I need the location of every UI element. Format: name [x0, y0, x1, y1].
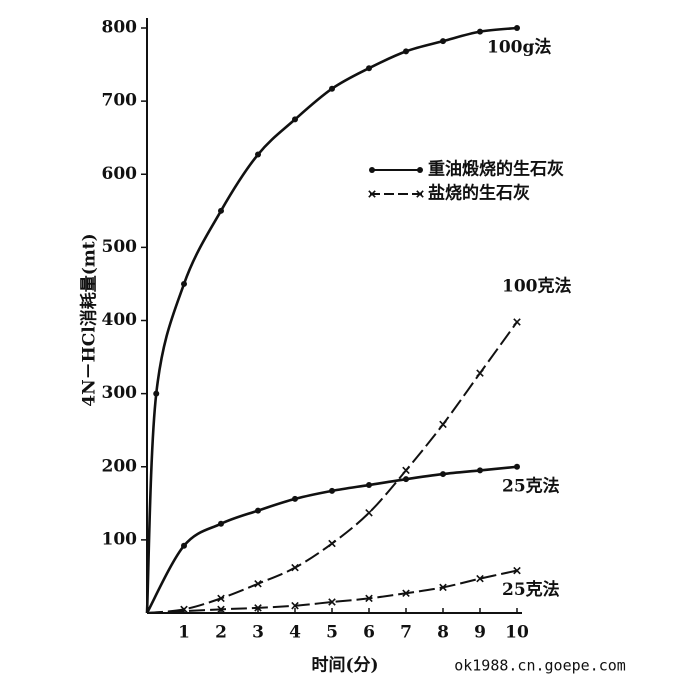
data-point [218, 207, 224, 214]
legend-marker [368, 190, 376, 198]
legend-label: 重油煅烧的生石灰 [428, 159, 564, 180]
x-tick-label: 6 [363, 623, 375, 643]
data-point [440, 38, 446, 45]
legend-marker [369, 167, 375, 173]
data-point [514, 463, 520, 470]
data-point [365, 594, 373, 603]
data-point [513, 566, 521, 575]
series-line [146, 569, 518, 614]
y-tick-label: 100 [102, 529, 138, 549]
data-point [402, 589, 410, 598]
data-point [403, 476, 409, 483]
data-point [329, 487, 335, 494]
data-point [255, 507, 261, 514]
y-tick-label: 800 [102, 18, 138, 38]
data-point [440, 471, 446, 478]
data-point [402, 466, 410, 475]
x-tick-label: 3 [252, 623, 264, 643]
data-point [181, 280, 187, 287]
data-point [476, 574, 484, 583]
data-point [513, 318, 521, 326]
legend-marker [416, 190, 424, 198]
x-tick-label: 8 [437, 623, 449, 643]
data-point [476, 369, 484, 377]
data-point [217, 605, 225, 614]
series-label: 100克法 [502, 275, 572, 296]
data-point [329, 85, 335, 92]
x-axis-label: 时间(分) [311, 655, 378, 676]
data-point [291, 601, 299, 610]
watermark: ok1988.cn.goepe.com [454, 657, 626, 675]
data-point [254, 604, 262, 612]
data-point [181, 542, 187, 549]
y-tick-label: 600 [102, 164, 138, 184]
x-tick-label: 10 [505, 623, 529, 643]
legend-label: 盐烧的生石灰 [428, 183, 530, 204]
x-tick-label: 1 [178, 623, 190, 643]
y-tick-label: 300 [102, 383, 138, 403]
data-point [477, 28, 483, 35]
y-tick-label: 500 [102, 237, 138, 257]
x-tick-label: 4 [289, 623, 301, 643]
data-point [366, 65, 372, 72]
data-point [217, 594, 225, 603]
data-point [439, 583, 447, 592]
legend-marker [417, 167, 423, 173]
data-point [328, 539, 336, 548]
data-point [514, 25, 520, 31]
x-tick-label: 9 [474, 623, 486, 643]
data-point [477, 467, 483, 474]
data-point [366, 482, 372, 489]
x-tick-label: 2 [215, 623, 227, 643]
data-point [328, 598, 336, 606]
data-point [255, 151, 261, 158]
y-tick-label: 200 [102, 456, 138, 476]
data-point [254, 579, 262, 588]
y-tick-label: 700 [102, 91, 138, 111]
data-point [365, 509, 373, 517]
y-tick-label: 400 [102, 310, 138, 330]
data-point [292, 116, 298, 123]
data-point [439, 420, 447, 429]
y-axis-label: 4N－HCl消耗量(mt) [79, 233, 100, 406]
data-point [218, 520, 224, 527]
data-point [403, 48, 409, 55]
series-label: 100g法 [487, 37, 551, 58]
series-label: 25克法 [502, 475, 560, 496]
data-point [153, 390, 160, 397]
x-tick-label: 7 [400, 623, 412, 643]
data-point [292, 495, 298, 502]
series-label: 25克法 [502, 579, 560, 600]
x-tick-label: 5 [326, 623, 338, 643]
data-point [291, 563, 299, 572]
series-line [145, 26, 518, 614]
series-line [146, 321, 518, 614]
